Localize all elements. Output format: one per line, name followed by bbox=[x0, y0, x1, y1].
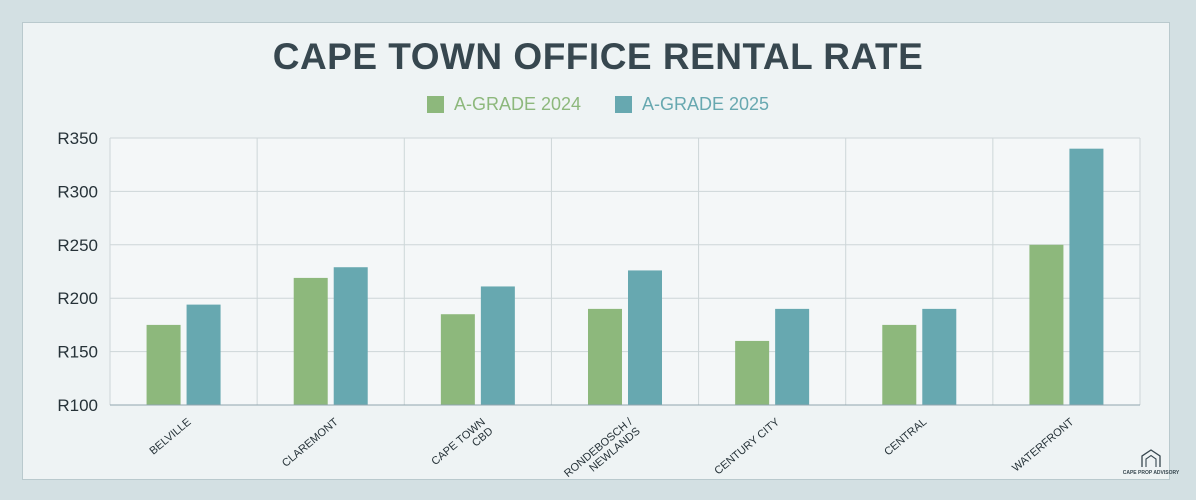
bar-2025 bbox=[480, 286, 515, 405]
brand-logo-text: CAPE PROP ADVISORY bbox=[1122, 470, 1180, 476]
y-tick-label: R300 bbox=[57, 182, 98, 201]
legend: A-GRADE 2024 A-GRADE 2025 bbox=[0, 94, 1196, 115]
x-tick-label-line: CENTRAL bbox=[882, 416, 929, 458]
legend-item-2024: A-GRADE 2024 bbox=[426, 94, 581, 115]
house-logo-icon bbox=[1141, 449, 1161, 467]
x-tick-label: RONDEBOSCH /NEWLANDS bbox=[562, 416, 643, 490]
y-tick-label: R200 bbox=[57, 289, 98, 308]
legend-item-2025: A-GRADE 2025 bbox=[615, 94, 769, 115]
x-tick-label-line: BELVILLE bbox=[148, 416, 194, 457]
bar-2025 bbox=[186, 304, 221, 405]
bar-2024 bbox=[293, 277, 328, 405]
x-tick-label: CLAREMONT bbox=[280, 416, 341, 470]
bar-2024 bbox=[1029, 244, 1064, 405]
x-tick-label: BELVILLE bbox=[148, 416, 194, 457]
x-tick-label-line: WATERFRONT bbox=[1010, 416, 1076, 474]
x-tick-label: CAPE TOWNCBD bbox=[429, 416, 495, 477]
legend-label-2025: A-GRADE 2025 bbox=[642, 94, 770, 114]
legend-swatch-2025 bbox=[615, 96, 632, 113]
bar-2024 bbox=[440, 314, 475, 405]
y-tick-label: R150 bbox=[57, 343, 98, 362]
plot-area bbox=[110, 138, 1140, 405]
bar-2024 bbox=[588, 308, 622, 405]
x-tick-label: WATERFRONT bbox=[1010, 416, 1076, 474]
legend-label-2024: A-GRADE 2024 bbox=[453, 94, 581, 114]
bar-2024 bbox=[735, 340, 770, 405]
x-tick-label: CENTRAL bbox=[882, 416, 929, 458]
bar-2025 bbox=[775, 308, 810, 405]
bar-2024 bbox=[146, 324, 181, 405]
bar-2025 bbox=[1069, 148, 1104, 405]
y-tick-label: R250 bbox=[57, 236, 98, 255]
chart-title: CAPE TOWN OFFICE RENTAL RATE bbox=[272, 36, 924, 77]
bar-2025 bbox=[628, 270, 662, 405]
x-tick-label-line: CENTURY CITY bbox=[712, 416, 782, 478]
bar-2025 bbox=[333, 267, 368, 405]
bar-2025 bbox=[922, 308, 957, 405]
x-tick-label: CENTURY CITY bbox=[712, 416, 782, 478]
x-tick-label-line: CLAREMONT bbox=[280, 416, 341, 470]
y-tick-label: R100 bbox=[57, 396, 98, 415]
y-tick-label: R350 bbox=[57, 129, 98, 148]
bar-2024 bbox=[882, 324, 917, 405]
brand-logo: CAPE PROP ADVISORY bbox=[1118, 448, 1184, 476]
legend-swatch-2024 bbox=[426, 96, 444, 113]
